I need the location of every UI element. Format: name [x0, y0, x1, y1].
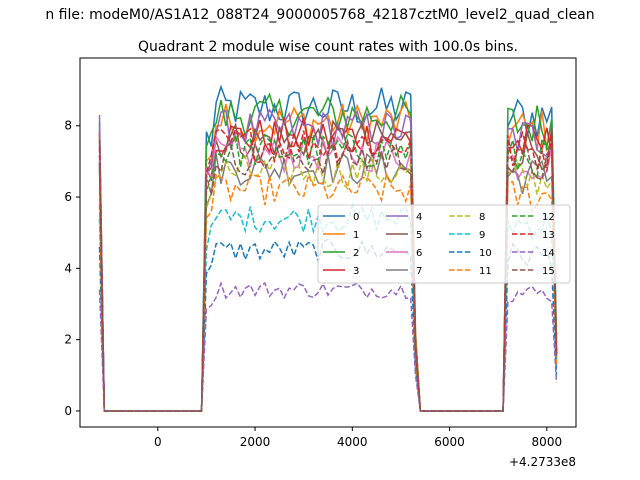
legend-label-2: 2 [353, 248, 359, 259]
legend-label-0: 0 [353, 212, 359, 223]
x-tick-label: 0 [154, 435, 162, 449]
y-tick-label: 8 [64, 119, 72, 133]
legend-label-1: 1 [353, 230, 359, 241]
series-line-14 [98, 280, 558, 412]
axes-title: Quadrant 2 module wise count rates with … [138, 39, 518, 55]
legend-label-5: 5 [416, 230, 422, 241]
y-tick-label: 6 [64, 190, 72, 204]
legend-label-15: 15 [542, 266, 555, 277]
figure-suptitle: n file: modeM0/AS1A12_088T24_9000005768_… [45, 7, 594, 23]
series-line-15 [98, 138, 558, 412]
legend-label-7: 7 [416, 266, 422, 277]
legend-box [317, 204, 571, 284]
x-tick-label: 4000 [337, 435, 368, 449]
legend-label-3: 3 [353, 266, 359, 277]
legend-label-13: 13 [542, 230, 555, 241]
y-tick-label: 2 [64, 333, 72, 347]
legend-label-14: 14 [542, 248, 555, 259]
legend-label-11: 11 [479, 266, 492, 277]
x-tick-label: 2000 [240, 435, 271, 449]
legend-label-12: 12 [542, 212, 555, 223]
legend-label-6: 6 [416, 248, 422, 259]
legend-label-8: 8 [479, 212, 485, 223]
y-tick-label: 0 [64, 404, 72, 418]
series-line-8 [98, 155, 558, 412]
axis-ticks: 0 2000 4000 6000 8000 0 2 4 6 8 [64, 119, 562, 449]
y-tick-label: 4 [64, 261, 72, 275]
axes-frame [79, 57, 577, 428]
x-tick-label: 6000 [434, 435, 465, 449]
legend-label-10: 10 [479, 248, 492, 259]
x-axis-offset-label: +4.2733e8 [509, 455, 576, 469]
x-tick-label: 8000 [532, 435, 563, 449]
legend-label-4: 4 [416, 212, 422, 223]
plot-area [98, 84, 558, 412]
legend-label-9: 9 [479, 230, 485, 241]
